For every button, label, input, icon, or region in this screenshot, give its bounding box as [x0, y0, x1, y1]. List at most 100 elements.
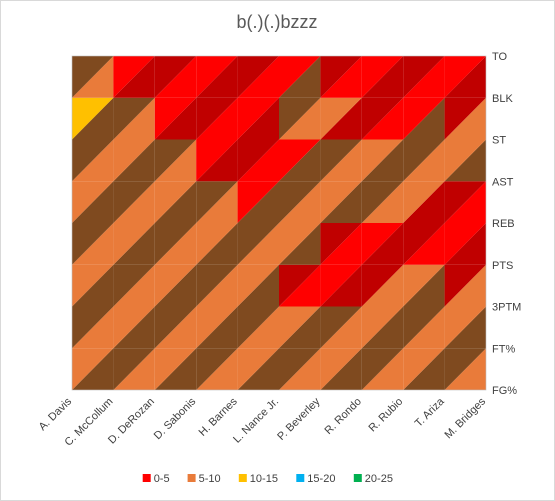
surface-facet [154, 97, 197, 140]
surface-facet [403, 306, 445, 349]
surface-facet [403, 223, 445, 265]
y-tick-label: AST [492, 176, 514, 188]
surface-facet [361, 348, 404, 390]
surface-facet [403, 56, 445, 98]
legend-swatch [142, 474, 151, 482]
surface-facet [237, 56, 279, 98]
surface-facet [320, 264, 362, 307]
surface-facet [444, 348, 486, 390]
surface-facet [444, 264, 486, 307]
surface-facet [113, 181, 155, 223]
surface-facet [196, 264, 238, 307]
surface-facet [237, 139, 279, 182]
surface-facet [279, 97, 321, 140]
plot-border [71, 55, 487, 391]
surface-facet [320, 223, 362, 265]
surface-facet [361, 306, 404, 349]
surface-facet [444, 223, 486, 265]
surface-facet [196, 56, 238, 98]
surface-facet [196, 181, 238, 223]
surface-facet [237, 139, 279, 182]
y-tick-label: FT% [492, 343, 515, 355]
surface-facet [279, 56, 321, 98]
x-tick-label: T. Ariza [413, 395, 448, 430]
plot-area [71, 55, 487, 391]
surface-facet [320, 56, 362, 98]
surface-facet [237, 56, 279, 98]
surface-facet [444, 306, 486, 349]
surface-facet [444, 56, 486, 98]
surface-facet [72, 56, 114, 98]
surface-facet [113, 264, 155, 307]
surface-facet [403, 264, 445, 307]
surface-facet [237, 348, 279, 390]
surface-facet [279, 139, 321, 182]
surface-facet [237, 181, 279, 223]
surface-facet [154, 223, 197, 265]
surface-facet [279, 56, 321, 98]
surface-facet [196, 181, 238, 223]
surface-facet [444, 264, 486, 307]
surface-facet [72, 97, 114, 140]
surface-facet [113, 97, 155, 140]
surface-facet [196, 97, 238, 140]
y-tick-label: REB [492, 218, 515, 230]
surface-facet [113, 56, 155, 98]
surface-facet [196, 97, 238, 140]
surface-facet [154, 139, 197, 182]
surface-facet [196, 223, 238, 265]
x-tick-label: M. Bridges [442, 395, 488, 441]
surface-facet [113, 306, 155, 349]
surface-facet [361, 56, 404, 98]
y-tick-label: ST [492, 135, 506, 147]
surface-facet [403, 181, 445, 223]
surface-facet [196, 139, 238, 182]
y-tick-label: PTS [492, 260, 513, 272]
surface-facet [72, 306, 114, 349]
surface-facet [279, 306, 321, 349]
surface-facet [403, 264, 445, 307]
legend-label: 15-20 [307, 473, 335, 485]
surface-facet [237, 223, 279, 265]
surface-facet [72, 97, 114, 140]
surface-facet [320, 306, 362, 349]
surface-facet [279, 264, 321, 307]
surface-facet [444, 181, 486, 223]
surface-facet [444, 139, 486, 182]
surface-facet [320, 56, 362, 98]
surface-facet [72, 348, 114, 390]
surface-facet [361, 139, 404, 182]
chart-title: b(.)(.)bzzz [237, 12, 318, 32]
surface-facet [237, 306, 279, 349]
surface-facet [444, 97, 486, 140]
surface-facet [444, 181, 486, 223]
surface-facet [444, 348, 486, 390]
surface-facet [361, 264, 404, 307]
surface-facet [154, 56, 197, 98]
surface-facet [403, 223, 445, 265]
surface-facet [361, 223, 404, 265]
surface-facet [113, 56, 155, 98]
surface-facet [279, 181, 321, 223]
surface-facet [403, 56, 445, 98]
legend: 0-5 5-10 10-15 15-20 20-25 [142, 473, 393, 485]
surface-facet [72, 181, 114, 223]
surface-facet [113, 223, 155, 265]
surface-facet [237, 306, 279, 349]
surface-facet [279, 348, 321, 390]
surface-facet [403, 97, 445, 140]
surface-facet [403, 139, 445, 182]
surface-facet [196, 348, 238, 390]
surface-facet [113, 348, 155, 390]
x-tick-label: R. Rondo [323, 396, 364, 437]
surface-facet [444, 306, 486, 349]
surface-facet [113, 181, 155, 223]
surface-facet [444, 97, 486, 140]
surface-facet [444, 223, 486, 265]
surface-facet [72, 56, 114, 98]
surface-facet [72, 139, 114, 182]
surface-facet [237, 223, 279, 265]
y-axis-labels: FG% FT% 3PTM PTS REB AST ST BLK TO [492, 51, 521, 397]
